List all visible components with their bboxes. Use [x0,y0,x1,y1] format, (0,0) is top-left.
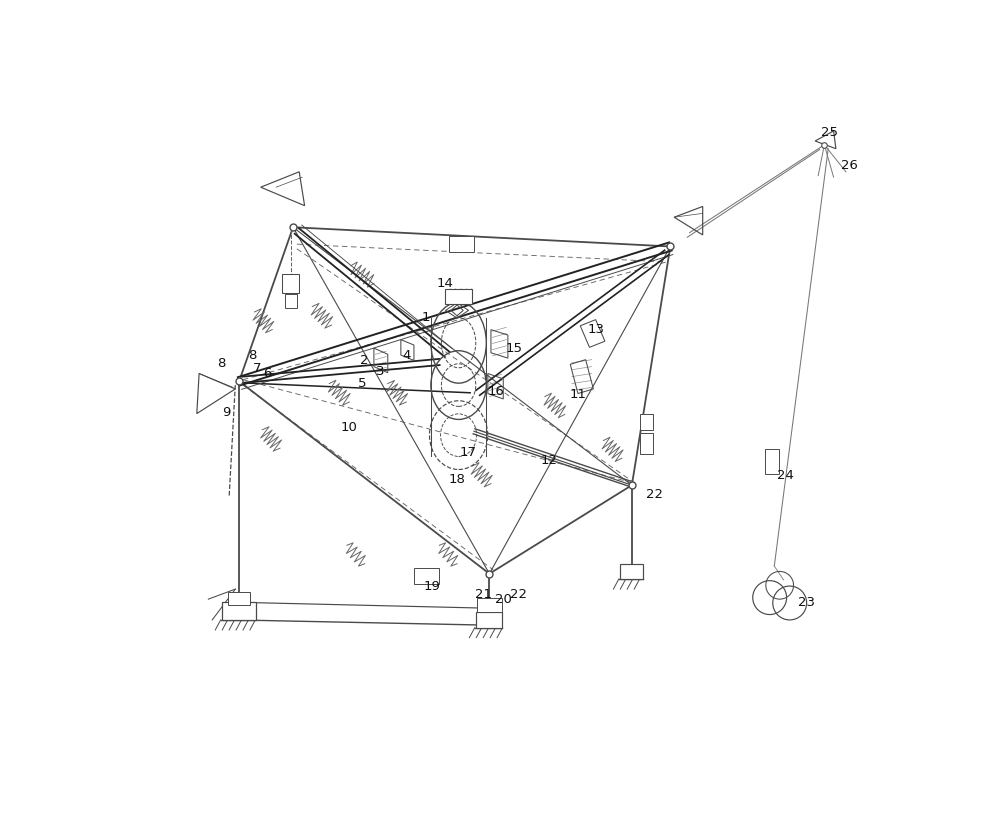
Text: 12: 12 [541,454,558,467]
Text: 9: 9 [222,405,230,418]
Text: 22: 22 [646,488,663,501]
Bar [477,598,502,612]
Text: 16: 16 [487,385,504,398]
Text: 21: 21 [475,588,492,601]
Text: 22: 22 [510,588,527,601]
Text: 14: 14 [436,277,453,290]
Bar [228,592,250,604]
Text: 15: 15 [506,342,523,354]
Text: 19: 19 [423,580,440,593]
Text: 18: 18 [449,473,465,486]
Text: 25: 25 [821,126,838,139]
Bar [765,449,779,473]
Text: 23: 23 [798,596,815,609]
Bar [414,568,439,584]
Text: 26: 26 [841,159,858,172]
Text: 6: 6 [263,367,272,380]
Bar [640,433,653,455]
Text: 17: 17 [459,446,476,459]
Bar [445,289,472,304]
Bar [222,603,256,620]
Text: 5: 5 [358,377,367,390]
Text: 10: 10 [341,421,358,434]
Text: 1: 1 [422,311,431,324]
Text: 2: 2 [360,354,369,367]
Bar [640,414,653,430]
Bar [620,564,643,580]
Text: 11: 11 [569,388,586,401]
Bar [476,612,502,628]
Bar [282,275,299,293]
Text: 24: 24 [777,469,794,483]
Text: 13: 13 [587,323,604,336]
Bar [449,237,474,252]
Text: 7: 7 [253,362,261,375]
Text: 8: 8 [217,357,226,370]
Text: 4: 4 [402,349,410,363]
Bar [285,294,297,308]
Text: 8: 8 [248,349,256,363]
Text: 20: 20 [495,593,512,606]
Text: 3: 3 [376,365,384,378]
